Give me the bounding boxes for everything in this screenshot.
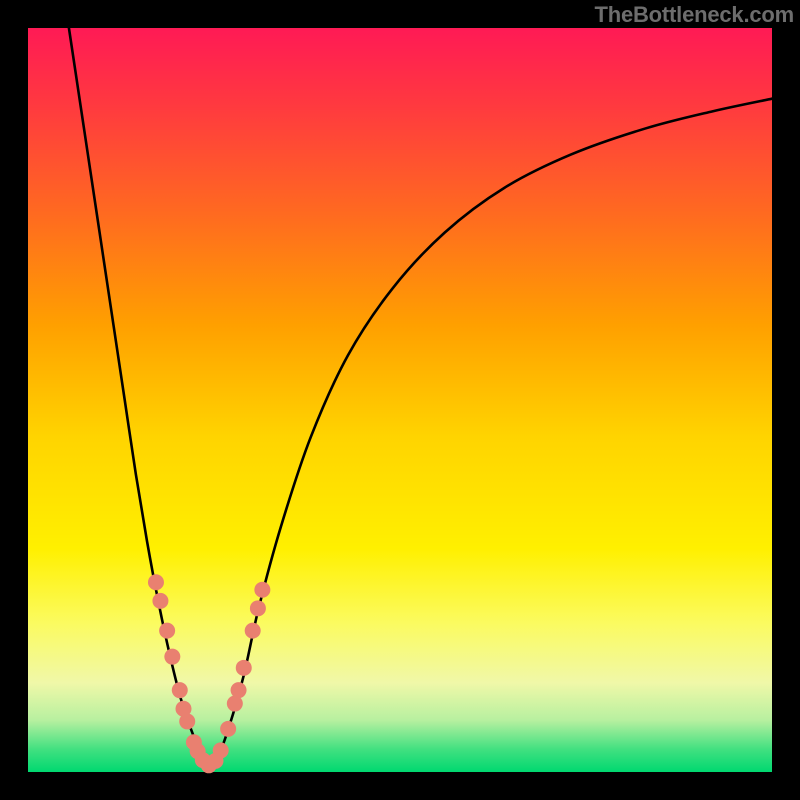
data-marker: [164, 649, 180, 665]
data-marker: [220, 721, 236, 737]
data-marker: [213, 742, 229, 758]
data-marker: [227, 696, 243, 712]
data-marker: [179, 713, 195, 729]
plot-background: [28, 28, 772, 772]
data-marker: [172, 682, 188, 698]
data-marker: [231, 682, 247, 698]
data-marker: [236, 660, 252, 676]
data-marker: [245, 623, 261, 639]
bottleneck-chart: [0, 0, 800, 800]
data-marker: [148, 574, 164, 590]
data-marker: [250, 600, 266, 616]
data-marker: [159, 623, 175, 639]
data-marker: [152, 593, 168, 609]
data-marker: [254, 582, 270, 598]
